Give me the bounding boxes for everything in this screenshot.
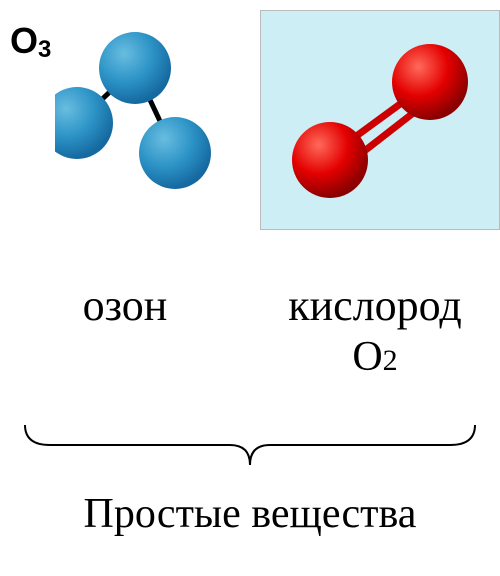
molecule-names-row: озон кислород O2 — [0, 280, 500, 381]
oxygen-atom-2 — [392, 44, 468, 120]
ozone-atom-3 — [139, 117, 211, 189]
oxygen-formula-main: O — [352, 334, 382, 380]
oxygen-formula: O2 — [250, 333, 500, 381]
ozone-name-block: озон — [0, 280, 250, 381]
oxygen-formula-sub: 2 — [383, 344, 398, 377]
ozone-atoms — [55, 32, 211, 189]
category-bracket — [20, 420, 480, 470]
ozone-formula-sub: 3 — [38, 36, 51, 63]
ozone-atom-1 — [99, 32, 171, 104]
oxygen-name: кислород — [250, 280, 500, 333]
oxygen-atom-1 — [292, 122, 368, 198]
ozone-molecule — [55, 18, 235, 208]
category-label: Простые вещества — [0, 490, 500, 538]
bracket-path — [25, 425, 475, 465]
oxygen-name-block: кислород O2 — [250, 280, 500, 381]
ozone-name: озон — [0, 280, 250, 333]
oxygen-molecule — [290, 30, 480, 210]
ozone-formula-label: O3 — [10, 20, 51, 64]
ozone-formula-main: O — [10, 20, 38, 61]
